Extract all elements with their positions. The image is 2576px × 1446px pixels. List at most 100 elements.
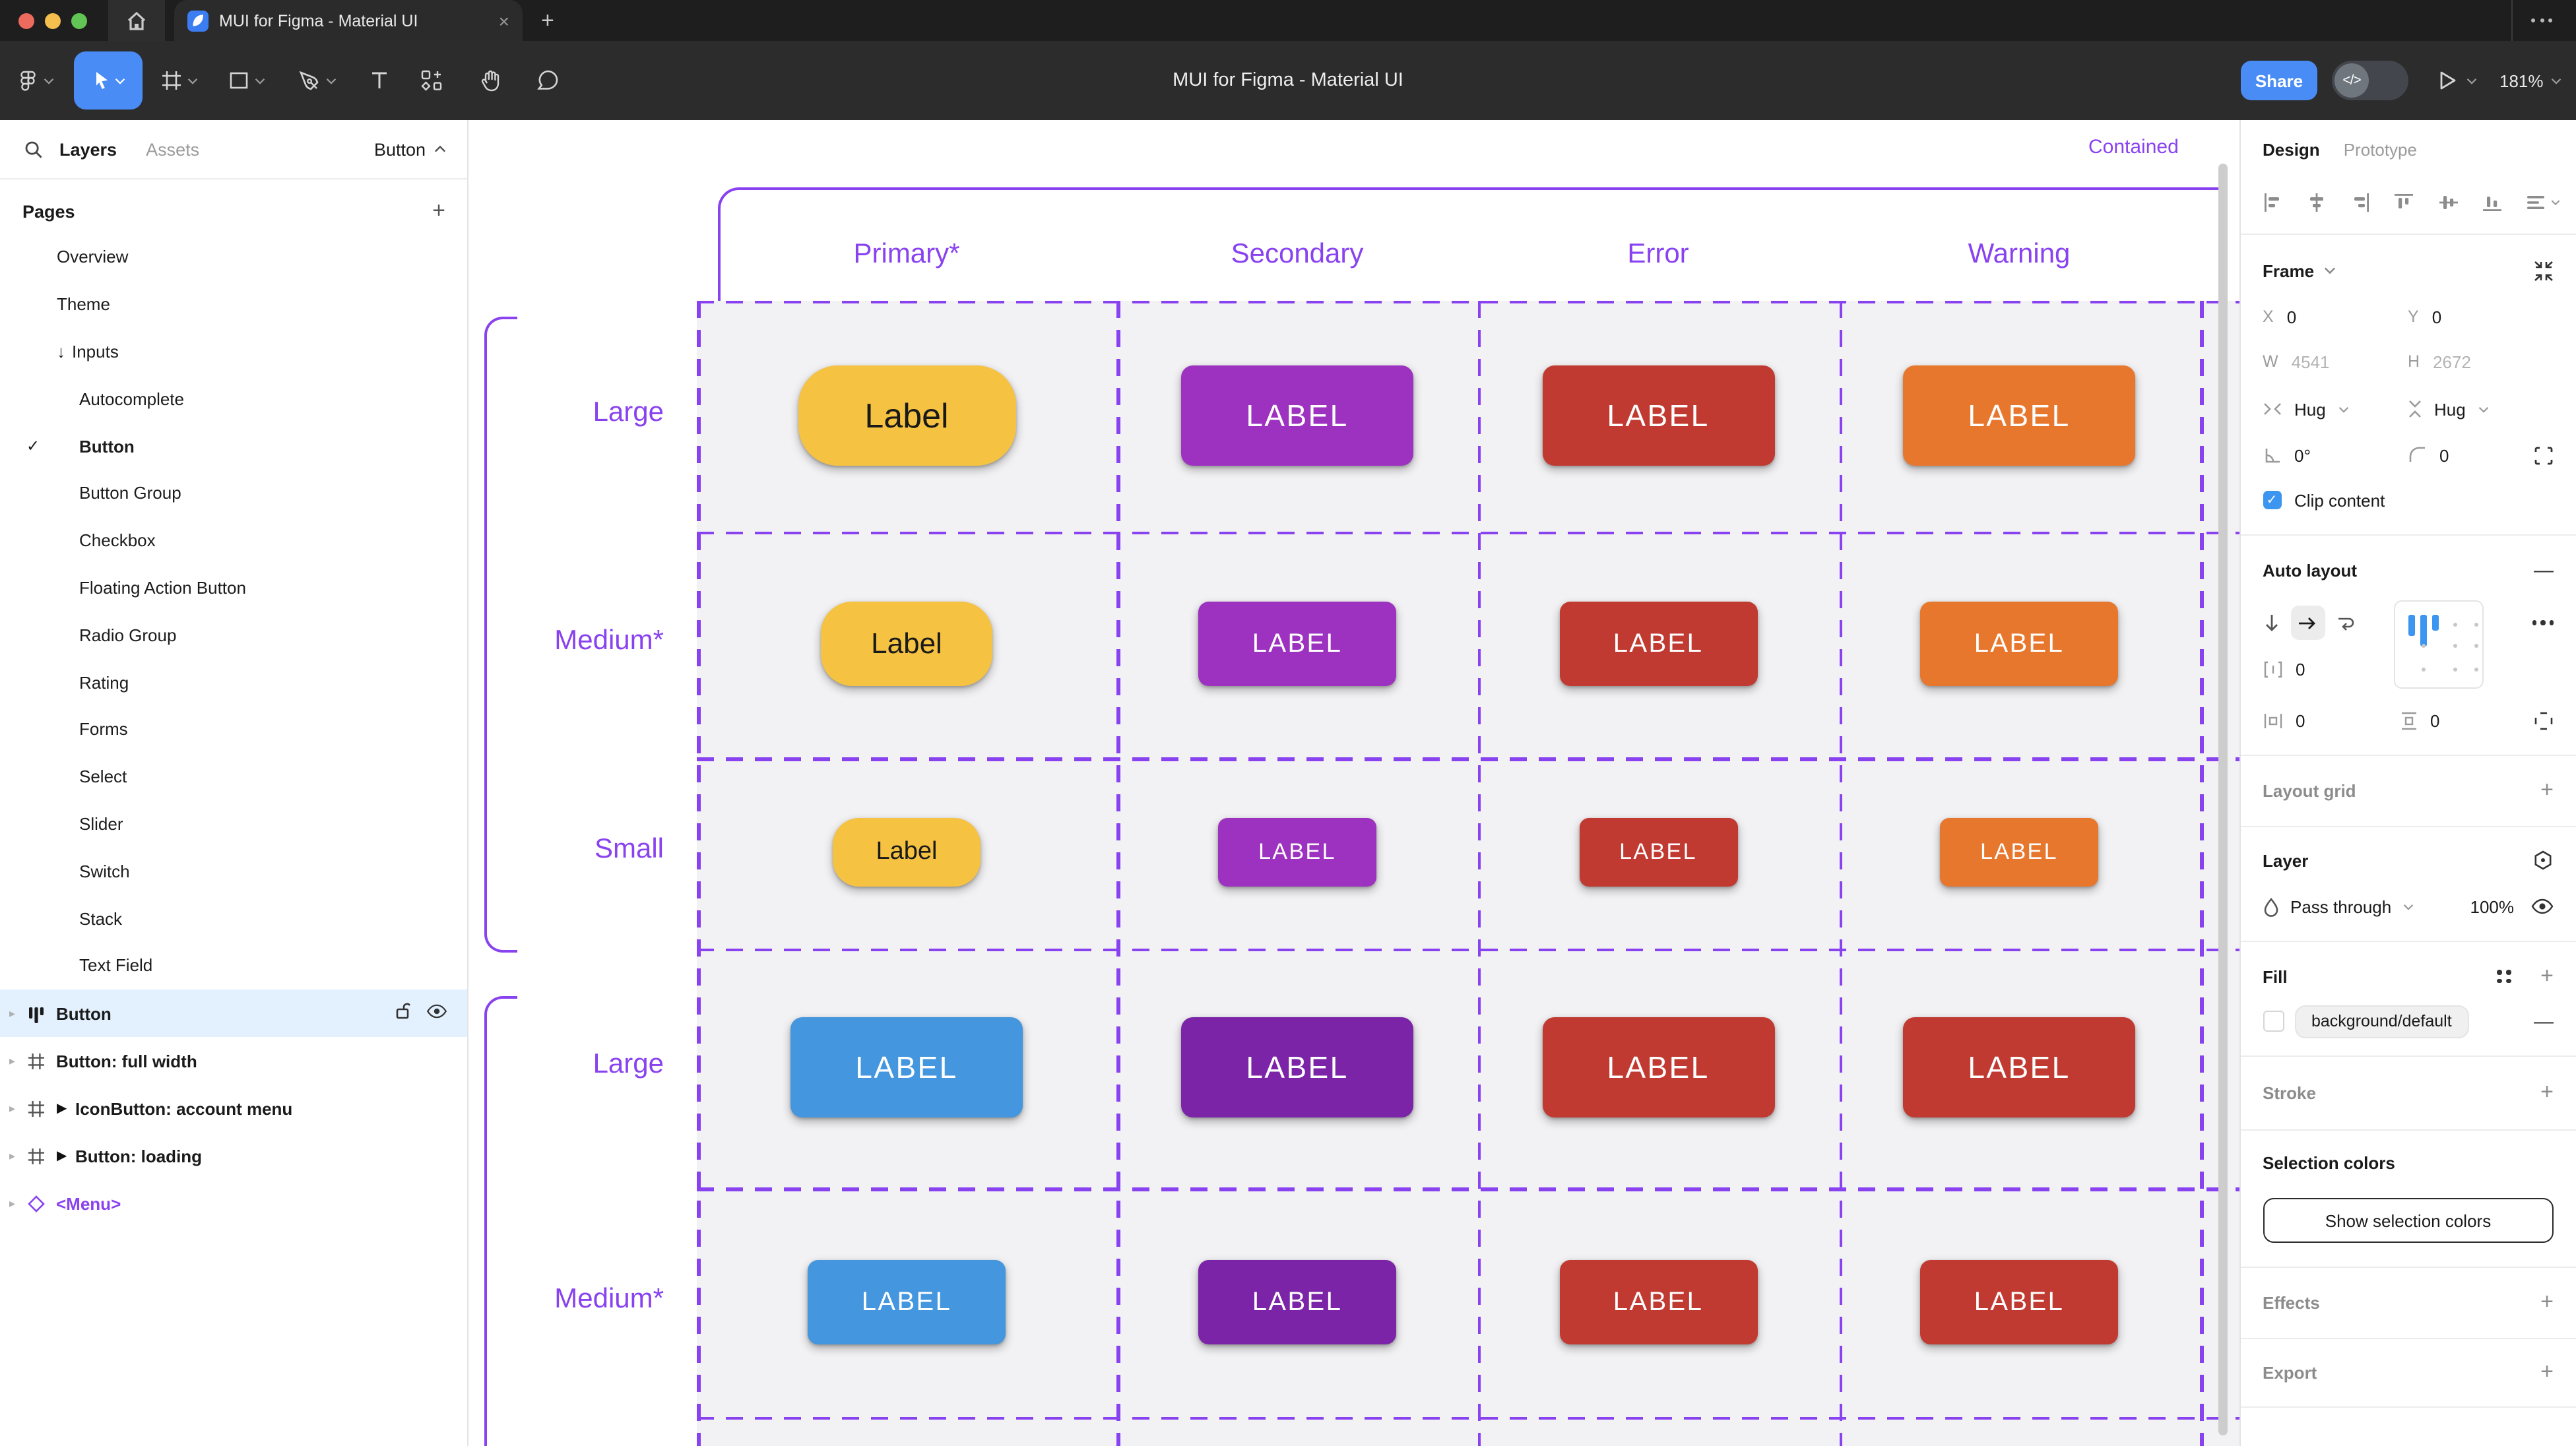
x-value[interactable]: 0: [2286, 307, 2297, 327]
align-h-center-icon[interactable]: [2305, 191, 2328, 213]
effects-section-title[interactable]: Effects: [2263, 1292, 2320, 1312]
button-variant-large-col3[interactable]: LABEL: [1542, 1017, 1774, 1117]
v-padding-value[interactable]: 0: [2430, 710, 2440, 730]
search-icon[interactable]: [24, 139, 44, 159]
page-selector[interactable]: Button: [374, 139, 445, 159]
comment-tool-button[interactable]: [536, 41, 560, 120]
individual-padding-icon[interactable]: [2534, 710, 2554, 730]
page-item-switch[interactable]: Switch: [0, 848, 467, 895]
h-value[interactable]: 2672: [2433, 352, 2471, 371]
align-top-icon[interactable]: [2393, 191, 2416, 213]
button-variant-medium-col3[interactable]: LABEL: [1559, 602, 1757, 686]
rotation-value[interactable]: 0°: [2294, 445, 2311, 465]
window-close-button[interactable]: [18, 13, 34, 28]
file-tab[interactable]: MUI for Figma - Material UI ×: [174, 0, 523, 41]
button-variant-medium-col1[interactable]: LABEL: [808, 1260, 1006, 1344]
page-item-button-group[interactable]: Button Group: [0, 470, 467, 517]
h-sizing-value[interactable]: Hug: [2294, 399, 2326, 419]
w-value[interactable]: 4541: [2291, 352, 2330, 371]
page-item-select[interactable]: Select: [0, 753, 467, 801]
wrap-icon[interactable]: [2335, 613, 2356, 632]
add-export-button[interactable]: +: [2540, 1359, 2554, 1384]
alignment-widget[interactable]: [2393, 600, 2483, 689]
v-sizing-value[interactable]: Hug: [2434, 399, 2466, 419]
canvas[interactable]: Contained Primary* Secondary Error Warning …: [468, 120, 2239, 1446]
fill-styles-icon[interactable]: [2497, 970, 2511, 983]
layer-row-button-loading[interactable]: ▸ ▶ Button: loading: [0, 1132, 467, 1179]
gap-value[interactable]: 0: [2296, 659, 2305, 679]
tab-close-icon[interactable]: ×: [498, 10, 509, 31]
page-item-theme[interactable]: Theme: [0, 281, 467, 329]
align-v-center-icon[interactable]: [2437, 191, 2459, 213]
button-variant-small-col2[interactable]: LABEL: [1218, 818, 1376, 887]
frame-section-title[interactable]: Frame: [2263, 261, 2315, 280]
auto-layout-more-button[interactable]: [2532, 620, 2554, 625]
button-variant-medium-col3[interactable]: LABEL: [1559, 1260, 1757, 1344]
page-item-slider[interactable]: Slider: [0, 800, 467, 848]
layer-row-button-full-width[interactable]: ▸ Button: full width: [0, 1037, 467, 1084]
button-variant-large-col3[interactable]: LABEL: [1542, 365, 1774, 466]
frame-tool-button[interactable]: [161, 41, 198, 120]
expand-chevron-icon[interactable]: ▸: [9, 1196, 16, 1209]
tab-design[interactable]: Design: [2263, 139, 2320, 159]
button-variant-large-col2[interactable]: LABEL: [1181, 365, 1413, 466]
button-variant-large-col2[interactable]: LABEL: [1181, 1017, 1413, 1117]
remove-fill-button[interactable]: —: [2534, 1010, 2554, 1032]
page-item-button[interactable]: ✓ Button: [0, 422, 467, 470]
show-selection-colors-button[interactable]: Show selection colors: [2263, 1198, 2554, 1243]
expand-chevron-icon[interactable]: ▸: [9, 1053, 16, 1067]
opacity-value[interactable]: 100%: [2470, 896, 2515, 916]
tab-assets[interactable]: Assets: [146, 139, 200, 159]
add-layout-grid-button[interactable]: +: [2540, 777, 2554, 802]
y-value[interactable]: 0: [2431, 307, 2442, 327]
layer-row--menu-[interactable]: ▸ <Menu>: [0, 1179, 467, 1227]
tabbar-more-button[interactable]: [2531, 18, 2552, 22]
button-variant-large-col4[interactable]: LABEL: [1903, 365, 2135, 466]
page-item-rating[interactable]: Rating: [0, 658, 467, 706]
page-item-checkbox[interactable]: Checkbox: [0, 517, 467, 565]
frame-name-label[interactable]: Contained: [2088, 136, 2179, 158]
page-item-forms[interactable]: Forms: [0, 706, 467, 753]
layout-grid-title[interactable]: Layout grid: [2263, 780, 2356, 800]
collapse-icon[interactable]: [2534, 261, 2554, 280]
window-zoom-button[interactable]: [71, 13, 86, 28]
distribute-menu-button[interactable]: [2525, 191, 2560, 213]
button-variant-small-col1[interactable]: Label: [833, 818, 981, 887]
add-effect-button[interactable]: +: [2540, 1289, 2554, 1314]
window-minimize-button[interactable]: [44, 13, 60, 28]
text-tool-button[interactable]: [370, 41, 389, 120]
pen-tool-button[interactable]: [298, 41, 337, 120]
blend-mode-value[interactable]: Pass through: [2290, 896, 2392, 916]
home-button[interactable]: [108, 0, 165, 41]
remove-auto-layout-button[interactable]: —: [2534, 559, 2554, 581]
page-item-text-field[interactable]: Text Field: [0, 942, 467, 990]
button-variant-medium-col4[interactable]: LABEL: [1920, 602, 2118, 686]
present-button[interactable]: [2439, 41, 2477, 120]
align-bottom-icon[interactable]: [2481, 191, 2503, 213]
layer-section-title[interactable]: Layer: [2263, 850, 2309, 870]
button-variant-small-col4[interactable]: LABEL: [1940, 818, 2098, 887]
layer-row-iconbutton-account-menu[interactable]: ▸ ▶ IconButton: account menu: [0, 1084, 467, 1132]
expand-chevron-icon[interactable]: ▸: [9, 1101, 16, 1114]
button-variant-large-col4[interactable]: LABEL: [1903, 1017, 2135, 1117]
clip-content-row[interactable]: ✓ Clip content: [2240, 482, 2576, 519]
align-left-icon[interactable]: [2261, 191, 2284, 213]
page-item-stack[interactable]: Stack: [0, 895, 467, 942]
page-item-overview[interactable]: Overview: [0, 234, 467, 281]
page-item-autocomplete[interactable]: Autocomplete: [0, 375, 467, 423]
expand-chevron-icon[interactable]: ▸: [9, 1148, 16, 1162]
zoom-level-selector[interactable]: 181%: [2499, 41, 2562, 120]
button-variant-medium-col2[interactable]: LABEL: [1198, 602, 1396, 686]
button-variant-large-col1[interactable]: LABEL: [790, 1017, 1023, 1117]
independent-corners-icon[interactable]: [2534, 445, 2554, 465]
lock-icon[interactable]: [394, 1001, 411, 1026]
chevron-down-icon[interactable]: [2323, 267, 2335, 274]
button-variant-medium-col2[interactable]: LABEL: [1198, 1260, 1396, 1344]
auto-layout-title[interactable]: Auto layout: [2263, 560, 2357, 580]
actions-tool-button[interactable]: [420, 41, 443, 120]
add-fill-button[interactable]: +: [2540, 963, 2554, 988]
dev-mode-toggle[interactable]: </>: [2332, 61, 2408, 100]
export-section-title[interactable]: Export: [2263, 1362, 2317, 1382]
canvas-scrollbar[interactable]: [2218, 164, 2227, 1435]
blend-style-icon[interactable]: [2532, 850, 2554, 871]
